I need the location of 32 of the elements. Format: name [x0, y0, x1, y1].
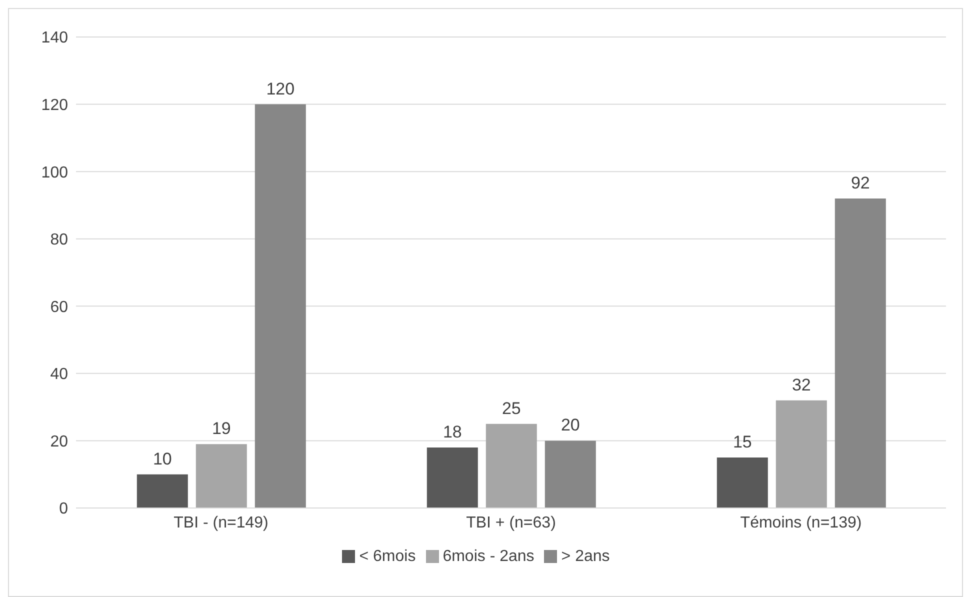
legend-label: > 2ans	[561, 548, 610, 565]
data-label: 15	[732, 432, 752, 452]
bar	[834, 198, 886, 508]
y-tick-label: 80	[50, 232, 68, 249]
bar	[196, 444, 247, 508]
x-tick-label: Témoins (n=139)	[740, 514, 862, 532]
bar	[544, 440, 596, 508]
bar	[486, 424, 537, 508]
x-tick-label: TBI + (n=63)	[466, 514, 556, 532]
data-label: 120	[266, 79, 295, 98]
legend-label: < 6mois	[359, 548, 416, 565]
y-tick-label: 100	[41, 164, 68, 182]
data-label: 20	[560, 416, 580, 435]
data-label: 25	[502, 398, 521, 418]
x-tick-label: TBI - (n=149)	[174, 514, 268, 532]
y-tick-label: 0	[59, 500, 68, 518]
data-label: 92	[850, 173, 870, 192]
bar	[254, 104, 306, 508]
bar	[776, 400, 827, 508]
bar	[716, 458, 768, 508]
bar	[426, 447, 478, 508]
data-label: 18	[442, 422, 462, 442]
y-tick-label: 60	[50, 298, 68, 316]
y-tick-label: 20	[50, 433, 68, 450]
y-tick-label: 120	[41, 96, 68, 114]
y-tick-label: 140	[41, 30, 68, 47]
data-label: 19	[212, 419, 231, 438]
y-tick-label: 40	[50, 366, 68, 384]
data-label: 10	[152, 449, 172, 468]
bar	[136, 474, 188, 508]
data-label: 32	[792, 375, 811, 394]
legend-label: 6mois - 2ans	[442, 548, 534, 565]
